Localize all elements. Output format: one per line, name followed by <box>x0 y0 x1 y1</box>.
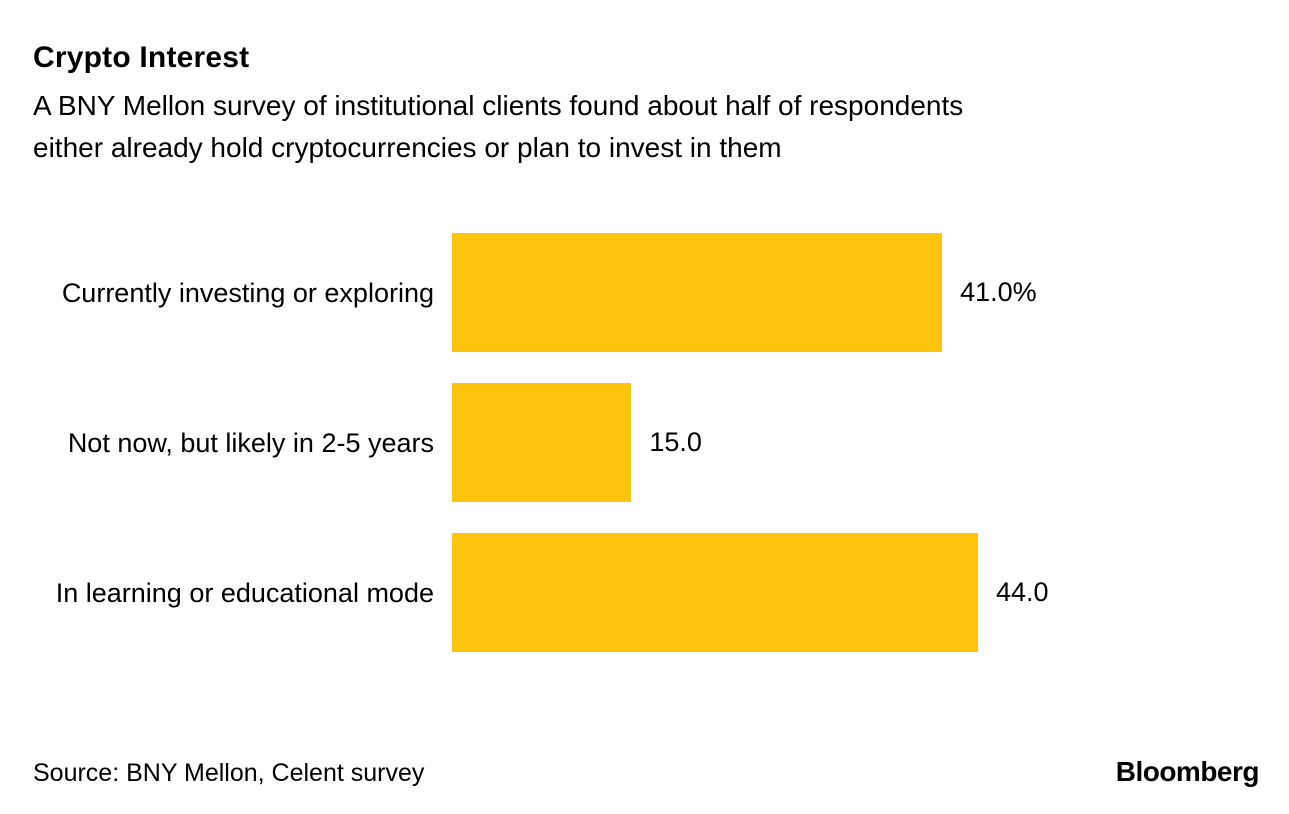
bloomberg-logo: Bloomberg <box>1115 756 1260 787</box>
chart-footer: Source: BNY Mellon, Celent survey Bloomb… <box>33 756 1260 788</box>
bar-row: In learning or educational mode 44.0 <box>33 533 1256 652</box>
bar-value-label: 44.0 <box>996 577 1049 607</box>
bar-value-label: 15.0 <box>649 427 702 457</box>
bar-value-label: 41.0% <box>960 277 1037 307</box>
bar <box>452 533 978 652</box>
bar <box>452 383 632 502</box>
chart-title: Crypto Interest <box>33 41 250 74</box>
bar-row: Not now, but likely in 2-5 years 15.0 <box>33 383 1256 502</box>
chart-subtitle: A BNY Mellon survey of institutional cli… <box>33 85 1256 169</box>
source-note: Source: BNY Mellon, Celent survey <box>33 759 425 787</box>
bar-label: In learning or educational mode <box>55 577 434 608</box>
chart-header: Crypto Interest A BNY Mellon survey of i… <box>33 40 1256 169</box>
bar-label: Currently investing or exploring <box>61 277 434 308</box>
chart-subtitle-line-1: A BNY Mellon survey of institutional cli… <box>33 90 964 121</box>
bar-chart: Currently investing or exploring 41.0% Not… <box>33 233 1256 652</box>
bar-row: Currently investing or exploring 41.0% <box>33 233 1256 352</box>
bar <box>452 233 943 352</box>
bar-label: Not now, but likely in 2-5 years <box>67 427 434 458</box>
chart-subtitle-line-2: either already hold cryptocurrencies or … <box>33 132 782 163</box>
